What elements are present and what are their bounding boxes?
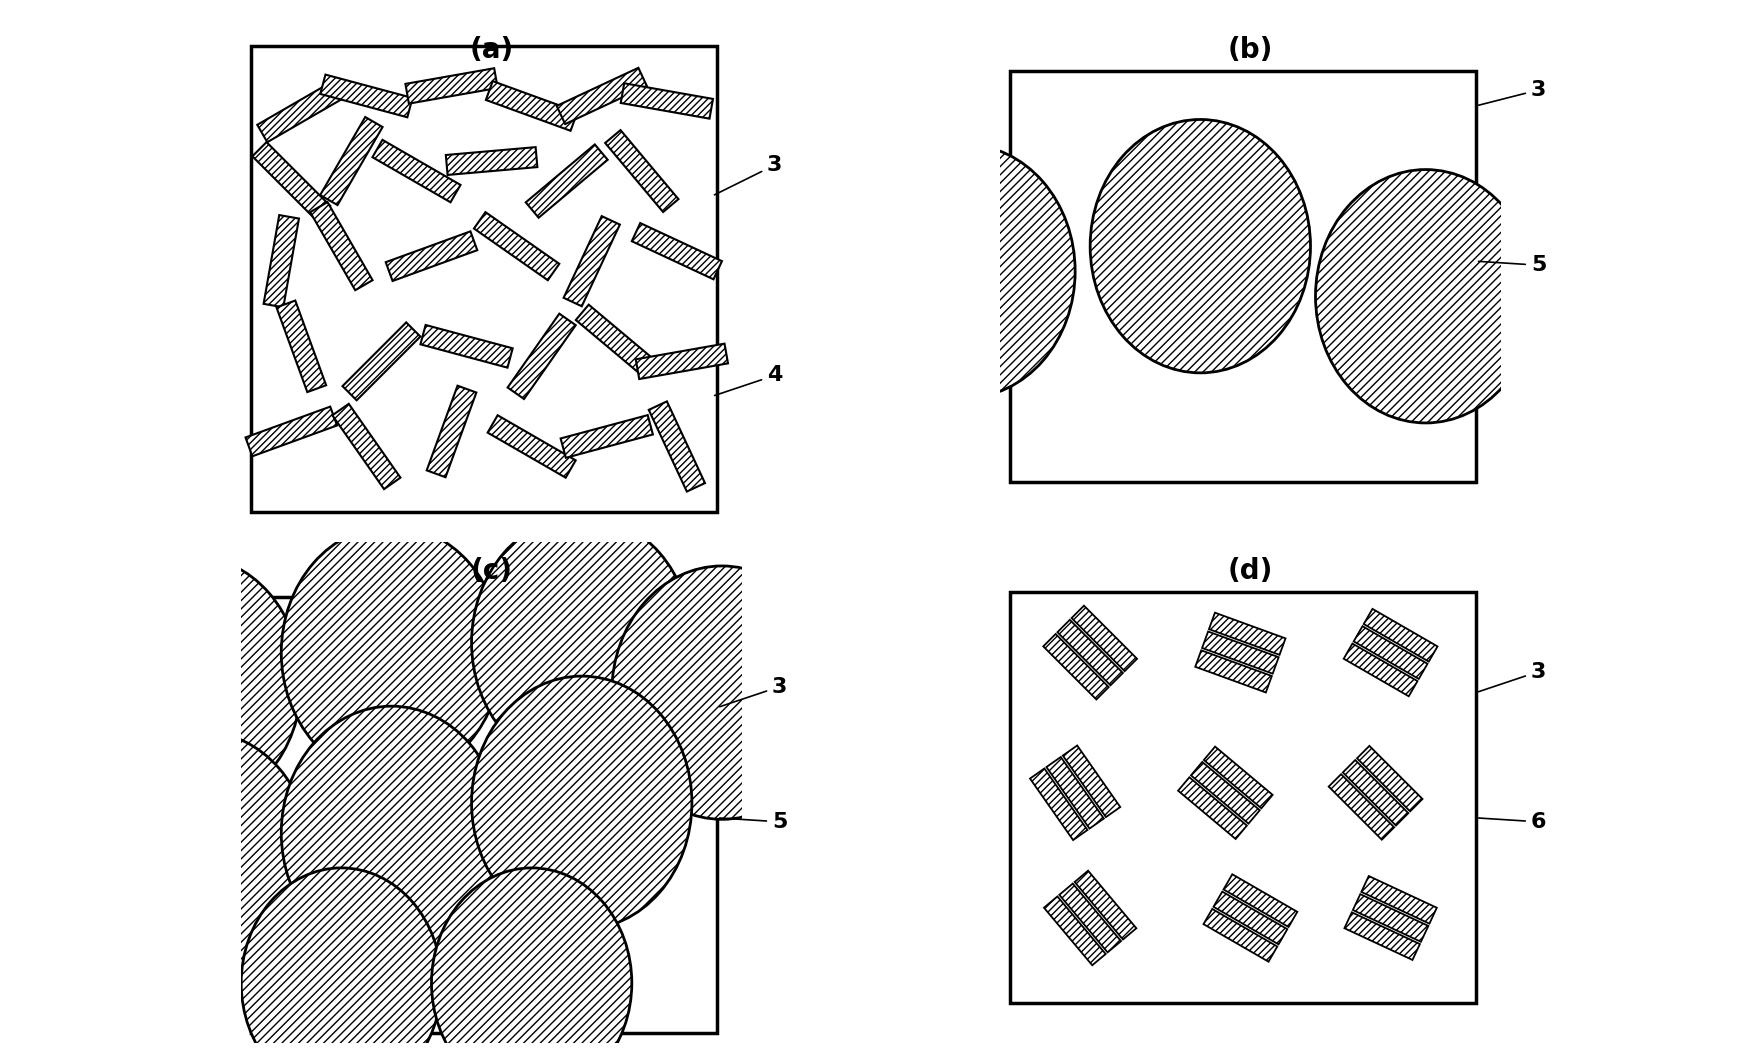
Polygon shape bbox=[1364, 609, 1437, 662]
Polygon shape bbox=[632, 223, 721, 280]
Polygon shape bbox=[343, 322, 420, 400]
Polygon shape bbox=[1343, 644, 1418, 696]
Ellipse shape bbox=[611, 566, 833, 819]
Polygon shape bbox=[1343, 760, 1408, 826]
Text: (a): (a) bbox=[469, 36, 514, 64]
Polygon shape bbox=[321, 117, 383, 205]
Text: (c): (c) bbox=[470, 558, 512, 585]
Polygon shape bbox=[1204, 747, 1273, 809]
Polygon shape bbox=[564, 216, 620, 306]
Text: 3: 3 bbox=[1479, 662, 1547, 692]
Text: 5: 5 bbox=[719, 812, 787, 832]
Polygon shape bbox=[526, 145, 608, 218]
Polygon shape bbox=[1329, 775, 1394, 839]
Text: 3: 3 bbox=[1479, 80, 1547, 105]
Polygon shape bbox=[406, 68, 498, 103]
Polygon shape bbox=[1057, 620, 1124, 685]
Ellipse shape bbox=[240, 868, 441, 1064]
Text: 4: 4 bbox=[714, 365, 782, 396]
Ellipse shape bbox=[472, 516, 692, 769]
Polygon shape bbox=[1357, 746, 1423, 812]
Text: (d): (d) bbox=[1228, 558, 1273, 585]
Text: 3: 3 bbox=[714, 155, 782, 195]
Polygon shape bbox=[507, 314, 575, 399]
Polygon shape bbox=[253, 143, 331, 220]
Ellipse shape bbox=[1090, 119, 1310, 372]
Polygon shape bbox=[385, 231, 477, 281]
Polygon shape bbox=[258, 80, 345, 143]
Polygon shape bbox=[263, 215, 300, 307]
Text: (b): (b) bbox=[1228, 36, 1273, 64]
Polygon shape bbox=[420, 325, 512, 368]
Polygon shape bbox=[1059, 883, 1122, 952]
Polygon shape bbox=[620, 83, 712, 119]
Polygon shape bbox=[1202, 632, 1279, 674]
Polygon shape bbox=[333, 404, 401, 489]
Polygon shape bbox=[1192, 762, 1259, 824]
Polygon shape bbox=[1043, 634, 1108, 699]
Polygon shape bbox=[1354, 627, 1427, 679]
Ellipse shape bbox=[80, 555, 301, 810]
Polygon shape bbox=[557, 68, 646, 124]
Polygon shape bbox=[246, 406, 336, 456]
Text: 5: 5 bbox=[1479, 255, 1547, 276]
Ellipse shape bbox=[91, 731, 312, 984]
Polygon shape bbox=[604, 130, 678, 212]
Polygon shape bbox=[1354, 894, 1428, 942]
Polygon shape bbox=[310, 202, 373, 290]
Polygon shape bbox=[277, 300, 326, 393]
Ellipse shape bbox=[280, 706, 502, 960]
Polygon shape bbox=[321, 74, 413, 117]
Text: 3: 3 bbox=[719, 677, 787, 706]
Polygon shape bbox=[577, 304, 658, 378]
Polygon shape bbox=[488, 415, 575, 478]
Polygon shape bbox=[1063, 746, 1120, 817]
Ellipse shape bbox=[432, 868, 632, 1064]
Polygon shape bbox=[373, 139, 460, 202]
Polygon shape bbox=[1223, 875, 1298, 927]
Polygon shape bbox=[1047, 757, 1104, 829]
Polygon shape bbox=[1071, 605, 1138, 671]
Ellipse shape bbox=[1315, 169, 1536, 422]
Ellipse shape bbox=[280, 526, 502, 779]
Polygon shape bbox=[446, 147, 537, 174]
Ellipse shape bbox=[855, 145, 1075, 398]
Polygon shape bbox=[427, 385, 476, 478]
Polygon shape bbox=[561, 415, 653, 458]
Polygon shape bbox=[486, 81, 577, 131]
Polygon shape bbox=[1195, 650, 1272, 693]
Polygon shape bbox=[1030, 768, 1087, 841]
Polygon shape bbox=[648, 401, 706, 492]
Polygon shape bbox=[1178, 778, 1247, 839]
Polygon shape bbox=[1043, 897, 1106, 965]
Polygon shape bbox=[636, 344, 728, 379]
Polygon shape bbox=[1209, 613, 1286, 654]
Polygon shape bbox=[474, 212, 559, 280]
Polygon shape bbox=[1204, 909, 1277, 962]
Polygon shape bbox=[1361, 876, 1437, 924]
Polygon shape bbox=[1345, 912, 1420, 960]
Polygon shape bbox=[1075, 870, 1136, 940]
Text: 6: 6 bbox=[1479, 812, 1547, 832]
Polygon shape bbox=[1214, 892, 1287, 945]
Ellipse shape bbox=[472, 676, 692, 930]
